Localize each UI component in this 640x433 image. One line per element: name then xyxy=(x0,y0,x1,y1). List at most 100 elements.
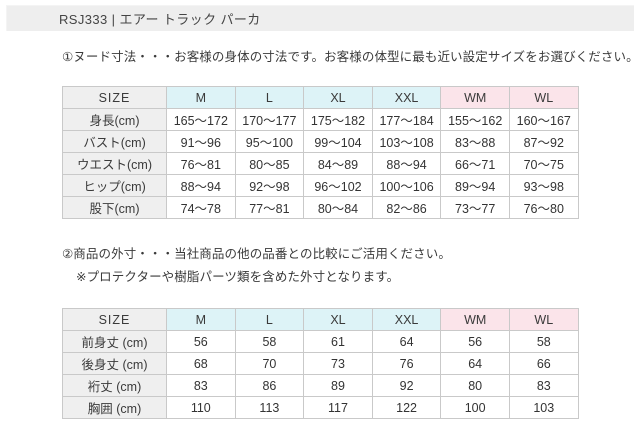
row-label-chest: 胸囲 (cm) xyxy=(62,396,167,419)
cell-front-length-wm: 56 xyxy=(440,330,510,353)
table1-col-wl: WL xyxy=(508,86,579,109)
cell-hip-l: 92〜98 xyxy=(234,174,305,197)
nude-size-note: ①ヌード寸法・・・お客様の身体の寸法です。お客様の体型に最も近い設定サイズをお選… xyxy=(62,50,639,64)
page-title: RSJ333 | エアー トラック パーカ xyxy=(59,12,261,27)
cell-inseam-l: 77〜81 xyxy=(234,196,305,219)
table-row: 胸囲 (cm) 110 113 117 122 100 103 xyxy=(62,396,579,419)
table2-col-size: SIZE xyxy=(62,308,167,331)
cell-sleeve-length-wl: 83 xyxy=(508,374,579,397)
cell-height-wl: 160〜167 xyxy=(508,108,579,131)
table2-col-wm: WM xyxy=(440,308,510,331)
outer-size-subnote: ※プロテクターや樹脂パーツ類を含めた外寸となります。 xyxy=(76,270,400,284)
table2-header-row: SIZE M L XL XXL WM WL xyxy=(62,308,579,331)
cell-inseam-xl: 80〜84 xyxy=(303,196,373,219)
table2-head: SIZE M L XL XXL WM WL xyxy=(62,308,579,331)
row-label-bust: バスト(cm) xyxy=(62,130,167,153)
cell-chest-wm: 100 xyxy=(440,396,510,419)
cell-waist-m: 76〜81 xyxy=(166,152,236,175)
table-row: ウエスト(cm) 76〜81 80〜85 84〜89 88〜94 66〜71 7… xyxy=(62,152,579,175)
cell-bust-wm: 83〜88 xyxy=(440,130,510,153)
cell-inseam-wl: 76〜80 xyxy=(508,196,579,219)
cell-back-length-xl: 73 xyxy=(303,352,373,375)
cell-hip-wm: 89〜94 xyxy=(440,174,510,197)
cell-sleeve-length-m: 83 xyxy=(166,374,236,397)
cell-sleeve-length-wm: 80 xyxy=(440,374,510,397)
table1-col-m: M xyxy=(166,86,236,109)
table1-col-wm: WM xyxy=(440,86,510,109)
outer-size-note: ②商品の外寸・・・当社商品の他の品番との比較にご活用ください。 xyxy=(62,247,451,261)
table2-col-l: L xyxy=(234,308,305,331)
cell-front-length-xl: 61 xyxy=(303,330,373,353)
cell-height-l: 170〜177 xyxy=(234,108,305,131)
cell-bust-xl: 99〜104 xyxy=(303,130,373,153)
cell-inseam-wm: 73〜77 xyxy=(440,196,510,219)
table1-col-l: L xyxy=(234,86,305,109)
table1-header-row: SIZE M L XL XXL WM WL xyxy=(62,86,579,109)
cell-front-length-l: 58 xyxy=(234,330,305,353)
cell-height-wm: 155〜162 xyxy=(440,108,510,131)
cell-waist-wm: 66〜71 xyxy=(440,152,510,175)
cell-hip-xl: 96〜102 xyxy=(303,174,373,197)
cell-sleeve-length-xxl: 92 xyxy=(371,374,442,397)
table-row: 裄丈 (cm) 83 86 89 92 80 83 xyxy=(62,374,579,397)
cell-back-length-xxl: 76 xyxy=(371,352,442,375)
cell-height-m: 165〜172 xyxy=(166,108,236,131)
row-label-hip: ヒップ(cm) xyxy=(62,174,167,197)
table1-col-size: SIZE xyxy=(62,86,167,109)
cell-back-length-wm: 64 xyxy=(440,352,510,375)
cell-waist-l: 80〜85 xyxy=(234,152,305,175)
cell-chest-wl: 103 xyxy=(508,396,579,419)
table1-body: 身長(cm) 165〜172 170〜177 175〜182 177〜184 1… xyxy=(62,108,579,219)
cell-back-length-wl: 66 xyxy=(508,352,579,375)
table2-col-m: M xyxy=(166,308,236,331)
cell-height-xxl: 177〜184 xyxy=(371,108,442,131)
row-label-waist: ウエスト(cm) xyxy=(62,152,167,175)
table-row: バスト(cm) 91〜96 95〜100 99〜104 103〜108 83〜8… xyxy=(62,130,579,153)
table-row: 前身丈 (cm) 56 58 61 64 56 58 xyxy=(62,330,579,353)
table2-col-xxl: XXL xyxy=(371,308,442,331)
row-label-inseam: 股下(cm) xyxy=(62,196,167,219)
cell-back-length-l: 70 xyxy=(234,352,305,375)
cell-waist-xxl: 88〜94 xyxy=(371,152,442,175)
cell-waist-xl: 84〜89 xyxy=(303,152,373,175)
table2-body: 前身丈 (cm) 56 58 61 64 56 58 後身丈 (cm) 68 7… xyxy=(62,330,579,419)
table2-col-xl: XL xyxy=(303,308,373,331)
table-row: ヒップ(cm) 88〜94 92〜98 96〜102 100〜106 89〜94… xyxy=(62,174,579,197)
cell-hip-xxl: 100〜106 xyxy=(371,174,442,197)
cell-bust-xxl: 103〜108 xyxy=(371,130,442,153)
row-label-sleeve-length: 裄丈 (cm) xyxy=(62,374,167,397)
cell-height-xl: 175〜182 xyxy=(303,108,373,131)
table1-col-xxl: XXL xyxy=(371,86,442,109)
garment-measurement-table: SIZE M L XL XXL WM WL 前身丈 (cm) 56 58 61 … xyxy=(62,308,579,419)
cell-chest-xxl: 122 xyxy=(371,396,442,419)
table-row: 股下(cm) 74〜78 77〜81 80〜84 82〜86 73〜77 76〜… xyxy=(62,196,579,219)
cell-bust-m: 91〜96 xyxy=(166,130,236,153)
table-row: 後身丈 (cm) 68 70 73 76 64 66 xyxy=(62,352,579,375)
table1-col-xl: XL xyxy=(303,86,373,109)
cell-inseam-xxl: 82〜86 xyxy=(371,196,442,219)
row-label-height: 身長(cm) xyxy=(62,108,167,131)
cell-chest-xl: 117 xyxy=(303,396,373,419)
cell-front-length-m: 56 xyxy=(166,330,236,353)
table2-col-wl: WL xyxy=(508,308,579,331)
row-label-back-length: 後身丈 (cm) xyxy=(62,352,167,375)
table1-head: SIZE M L XL XXL WM WL xyxy=(62,86,579,109)
cell-back-length-m: 68 xyxy=(166,352,236,375)
cell-bust-wl: 87〜92 xyxy=(508,130,579,153)
cell-bust-l: 95〜100 xyxy=(234,130,305,153)
cell-front-length-xxl: 64 xyxy=(371,330,442,353)
row-label-front-length: 前身丈 (cm) xyxy=(62,330,167,353)
cell-chest-m: 110 xyxy=(166,396,236,419)
cell-sleeve-length-xl: 89 xyxy=(303,374,373,397)
nude-measurement-table: SIZE M L XL XXL WM WL 身長(cm) 165〜172 170… xyxy=(62,86,579,219)
cell-sleeve-length-l: 86 xyxy=(234,374,305,397)
cell-front-length-wl: 58 xyxy=(508,330,579,353)
cell-waist-wl: 70〜75 xyxy=(508,152,579,175)
cell-chest-l: 113 xyxy=(234,396,305,419)
cell-inseam-m: 74〜78 xyxy=(166,196,236,219)
product-title-bar: RSJ333 | エアー トラック パーカ xyxy=(6,5,634,31)
cell-hip-wl: 93〜98 xyxy=(508,174,579,197)
cell-hip-m: 88〜94 xyxy=(166,174,236,197)
table-row: 身長(cm) 165〜172 170〜177 175〜182 177〜184 1… xyxy=(62,108,579,131)
